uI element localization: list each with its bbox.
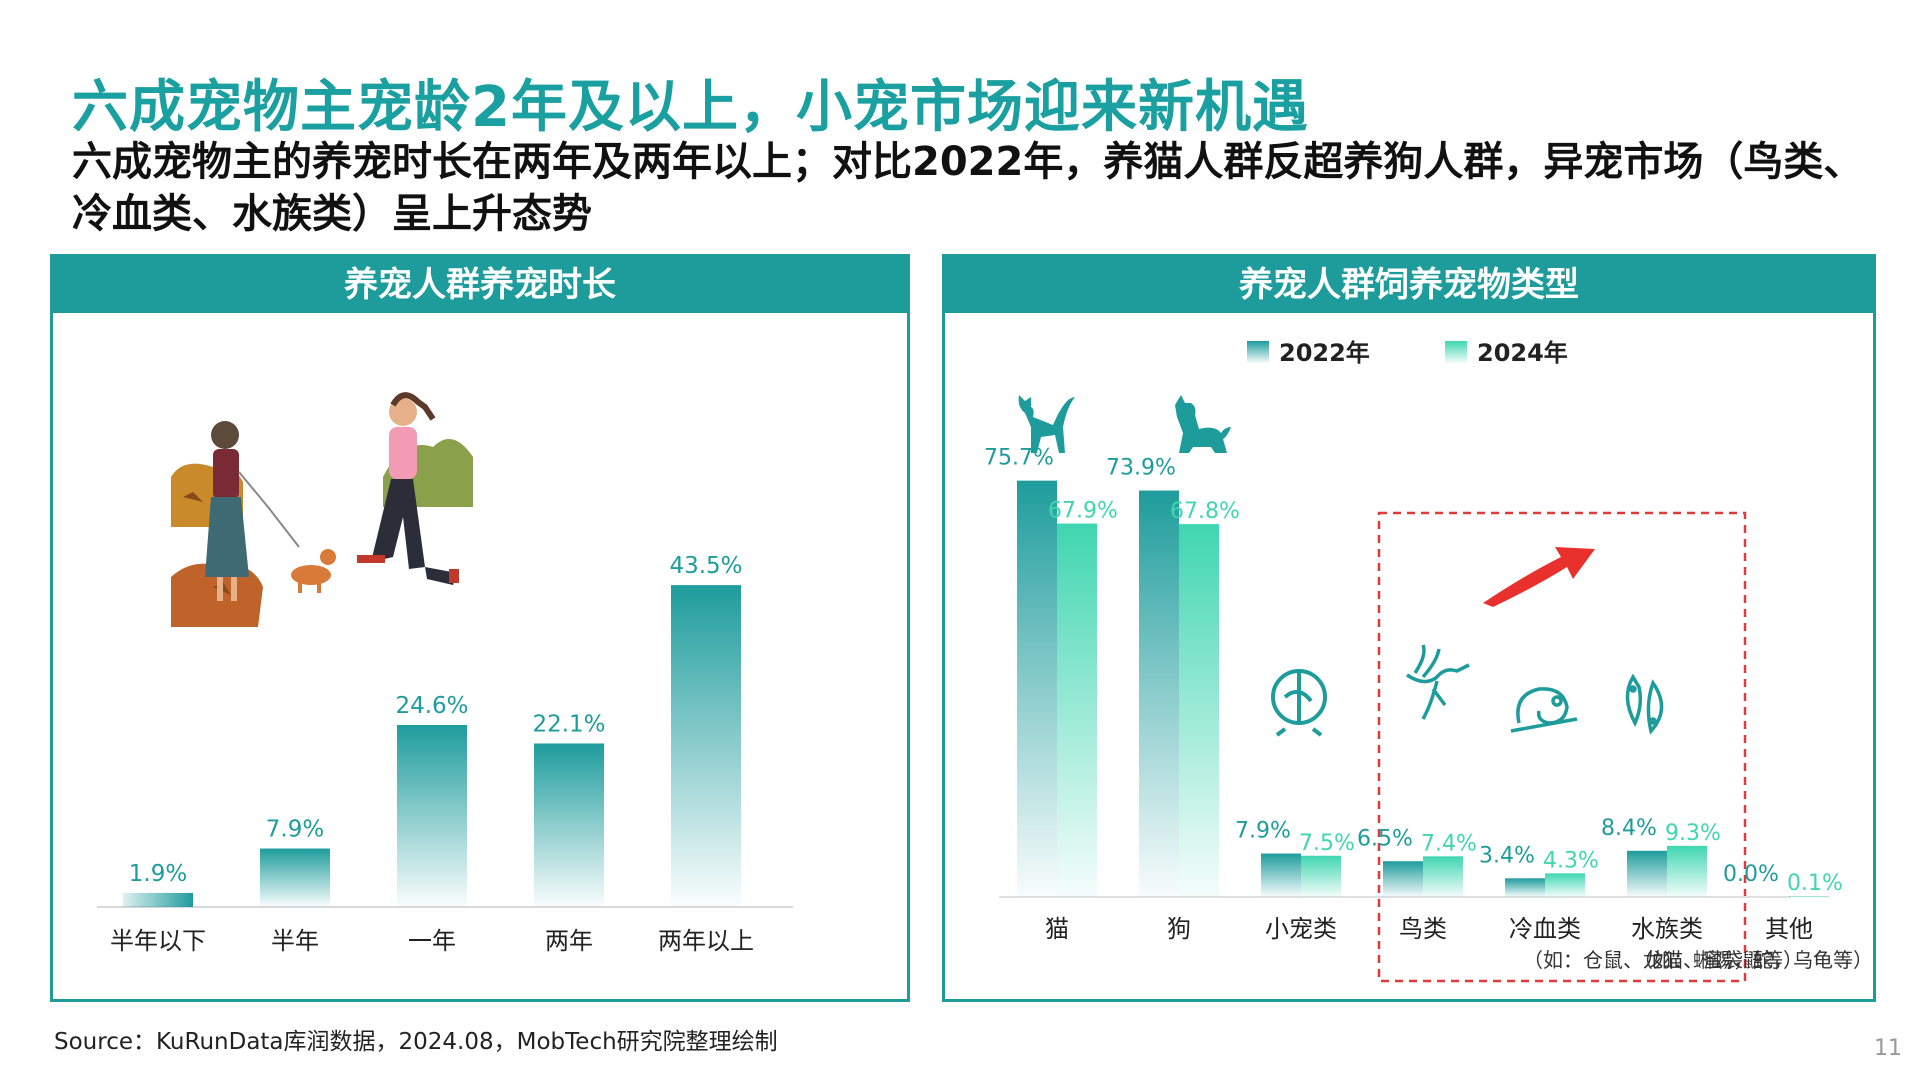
- duration-chart: 1.9% 半年以下 7.9% 半年 24.6% 一年 22.1% 两年 43.5% 两年以上: [97, 392, 793, 955]
- duration-category-label: 一年: [408, 927, 456, 955]
- cold-blooded-note: （如：仓鼠、龙猫、蜜袋鼯等）: [1523, 948, 1803, 972]
- source-note: Source：KuRunData库润数据，2024.08，MobTech研究院整…: [54, 1029, 778, 1055]
- pet-type-bar-2022: [1627, 850, 1667, 897]
- pet-type-bar-2022: [1383, 861, 1423, 897]
- pet-type-category-label: 猫: [1045, 915, 1069, 943]
- duration-category-label: 两年: [545, 927, 593, 955]
- duration-value-label: 7.9%: [266, 817, 324, 843]
- aquatic-note: （如：蜥蜴，蛇，乌龟等）: [1633, 948, 1873, 972]
- pet-type-category-label: 冷血类: [1509, 915, 1581, 943]
- pet-type-bar-2022: [1017, 480, 1057, 897]
- pet-type-bar-2022: [1139, 490, 1179, 897]
- pet-type-category-label: 水族类: [1631, 915, 1703, 943]
- pet-type-category-label: 鸟类: [1399, 915, 1447, 943]
- duration-value-label: 24.6%: [395, 693, 468, 719]
- pet-type-bar-2024: [1667, 845, 1707, 897]
- pet-type-value-label: 73.9%: [1106, 456, 1176, 481]
- duration-bar: [123, 892, 193, 907]
- rising-trend-arrow: [1483, 547, 1595, 607]
- duration-bar: [397, 724, 467, 907]
- pet-type-value-label: 75.7%: [984, 446, 1054, 471]
- woman-running-illustration: [357, 392, 473, 585]
- duration-value-label: 43.5%: [669, 553, 742, 579]
- pet-type-value-label: 0.1%: [1787, 871, 1843, 896]
- pet-type-bar-2022: [1261, 853, 1301, 897]
- duration-value-label: 22.1%: [532, 711, 605, 737]
- cat-icon: [1018, 395, 1075, 453]
- pet-type-category-label: 其他: [1765, 915, 1813, 943]
- pet-type-category-label: 小宠类: [1265, 915, 1337, 943]
- pet-type-value-label: 9.3%: [1665, 821, 1721, 846]
- pet-type-value-label: 8.4%: [1601, 816, 1657, 841]
- pet-type-chart: 2022年 2024年: [984, 339, 1873, 983]
- legend-label-2022: 2022年: [1279, 339, 1370, 367]
- pet-type-value-label: 4.3%: [1543, 848, 1599, 873]
- page-title: 六成宠物主宠龄2年及以上，小宠市场迎来新机遇: [72, 75, 1309, 140]
- legend-swatch-2024: [1445, 341, 1467, 363]
- duration-panel-title: 养宠人群养宠时长: [53, 257, 907, 313]
- pet-type-value-label: 0.0%: [1723, 862, 1779, 887]
- pet-type-bar-2024: [1179, 524, 1219, 897]
- hamster-wheel-icon: [1271, 669, 1327, 737]
- pet-type-value-label: 7.9%: [1235, 819, 1291, 844]
- pet-type-bar-2024: [1423, 856, 1463, 897]
- pet-type-bar-2024: [1789, 896, 1829, 897]
- page-subtitle: 六成宠物主的养宠时长在两年及两年以上；对比2022年，养猫人群反超养狗人群，异宠…: [72, 139, 1864, 237]
- pet-type-bar-2024: [1057, 523, 1097, 897]
- pet-type-bar-2024: [1545, 873, 1585, 897]
- pet-type-bar-2024: [1301, 855, 1341, 897]
- bird-icon: [1406, 644, 1470, 720]
- legend-swatch-2022: [1247, 341, 1269, 363]
- pet-type-bar-2022: [1505, 878, 1545, 897]
- fish-icon: [1625, 673, 1664, 735]
- pet-type-value-label: 67.9%: [1048, 499, 1118, 524]
- pet-type-category-label: 狗: [1167, 915, 1191, 943]
- woman-walking-dog-illustration: [171, 421, 336, 627]
- duration-category-label: 半年: [271, 927, 319, 955]
- duration-bar: [534, 743, 604, 907]
- pet-type-value-label: 3.4%: [1479, 843, 1535, 868]
- pet-type-value-label: 7.5%: [1299, 831, 1355, 856]
- exotic-pets-highlight-box: [1377, 511, 1747, 983]
- legend-label-2024: 2024年: [1477, 339, 1568, 367]
- duration-category-label: 两年以上: [658, 927, 754, 955]
- duration-bar: [260, 848, 330, 907]
- duration-value-label: 1.9%: [129, 861, 187, 887]
- duration-bar: [671, 585, 741, 907]
- pet-type-value-label: 6.5%: [1357, 826, 1413, 851]
- chart-legend: 2022年 2024年: [1247, 339, 1568, 367]
- pet-type-value-label: 7.4%: [1421, 831, 1477, 856]
- pet-type-panel-title: 养宠人群饲养宠物类型: [945, 257, 1873, 313]
- dog-icon: [1175, 395, 1231, 453]
- chameleon-icon: [1510, 687, 1578, 733]
- pet-type-value-label: 67.8%: [1170, 499, 1240, 524]
- duration-category-label: 半年以下: [110, 927, 206, 955]
- page-number: 11: [1874, 1036, 1902, 1061]
- pet-type-panel: 养宠人群饲养宠物类型 2022年 2024年: [942, 254, 1876, 1002]
- duration-panel: 养宠人群养宠时长: [50, 254, 910, 1002]
